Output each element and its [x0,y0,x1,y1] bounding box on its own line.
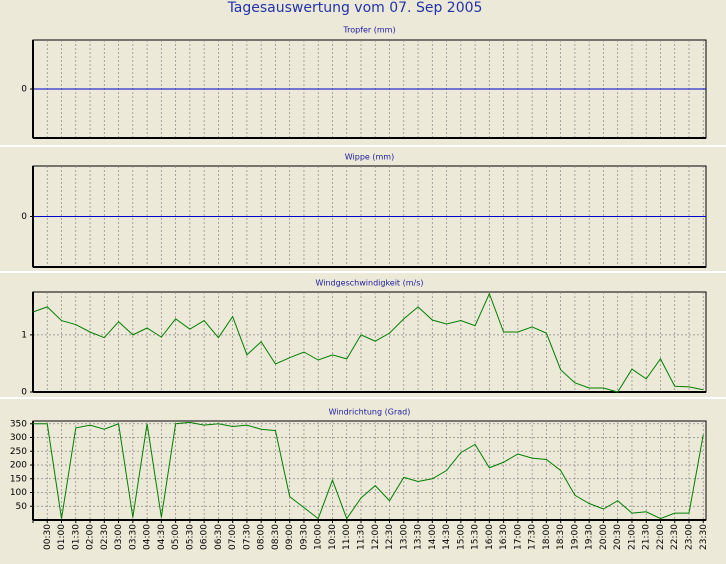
y-tick-label: 50 [16,502,28,512]
data-line [33,421,704,520]
x-tick-label: 20:00 [599,524,609,550]
x-tick-label: 10:30 [328,524,338,550]
x-tick-label: 22:00 [656,524,666,550]
x-tick-label: 09:30 [299,524,309,550]
x-tick-label: 06:30 [214,524,224,550]
y-tick-label: 200 [10,461,27,471]
x-tick-label: 17:00 [513,524,523,550]
x-tick-label: 06:00 [200,524,210,550]
x-tick-label: 01:30 [71,524,81,550]
x-tick-label: 07:00 [228,524,238,550]
data-line [32,292,704,393]
x-tick-label: 05:30 [185,524,195,550]
x-tick-label: 00:30 [43,524,53,550]
x-tick-label: 15:00 [456,524,466,550]
x-tick-label: 20:30 [613,524,623,550]
x-tick-label: 16:30 [499,524,509,550]
y-tick-label: 0 [21,388,27,398]
x-tick-label: 02:30 [100,524,110,550]
y-tick-label: 300 [10,433,27,443]
x-tick-label: 12:30 [385,524,395,550]
page-title: Tagesauswertung vom 07. Sep 2005 [227,0,483,16]
y-tick-label: 0 [21,212,27,222]
x-tick-label: 23:00 [685,524,695,550]
x-tick-label: 13:30 [414,524,424,550]
plot-area [32,291,707,393]
y-tick-label: 250 [10,447,27,457]
chart-title: Windrichtung (Grad) [329,408,411,417]
chart-title: Windgeschwindigkeit (m/s) [315,279,423,288]
x-tick-label: 19:30 [585,524,595,550]
x-tick-label: 01:00 [57,524,67,550]
y-tick-label: 350 [10,419,27,429]
x-tick-label: 09:00 [285,524,295,550]
x-tick-label: 14:00 [428,524,438,550]
x-tick-label: 02:00 [86,524,96,550]
x-tick-label: 18:00 [542,524,552,550]
x-tick-label: 13:00 [399,524,409,550]
y-tick-label: 0 [21,85,27,95]
x-tick-label: 21:30 [642,524,652,550]
x-tick-label: 05:00 [171,524,181,550]
chart-title: Tropfer (mm) [342,26,395,35]
x-tick-label: 18:30 [556,524,566,550]
y-tick-label: 100 [10,488,27,498]
x-tick-label: 19:00 [570,524,580,550]
x-tick-label: 12:00 [371,524,381,550]
x-tick-label: 17:30 [528,524,538,550]
x-tick-label: 04:30 [157,524,167,550]
x-tick-label: 21:00 [627,524,637,550]
x-tick-label: 08:30 [271,524,281,550]
y-tick-label: 1 [21,330,27,340]
x-tick-label: 22:30 [670,524,680,550]
x-tick-label: 14:30 [442,524,452,550]
x-tick-label: 08:00 [257,524,267,550]
x-tick-label: 03:30 [128,524,138,550]
plot-area [32,420,707,521]
y-tick-label: 150 [10,474,27,484]
x-tick-label: 10:00 [314,524,324,550]
x-tick-label: 03:00 [114,524,124,550]
x-tick-label: 07:30 [242,524,252,550]
chart-title: Wippe (mm) [345,153,394,162]
x-tick-label: 15:30 [471,524,481,550]
x-tick-label: 04:00 [143,524,153,550]
x-tick-label: 11:00 [342,524,352,550]
x-tick-label: 16:00 [485,524,495,550]
x-tick-label: 23:30 [699,524,709,550]
x-tick-label: 11:30 [357,524,367,550]
